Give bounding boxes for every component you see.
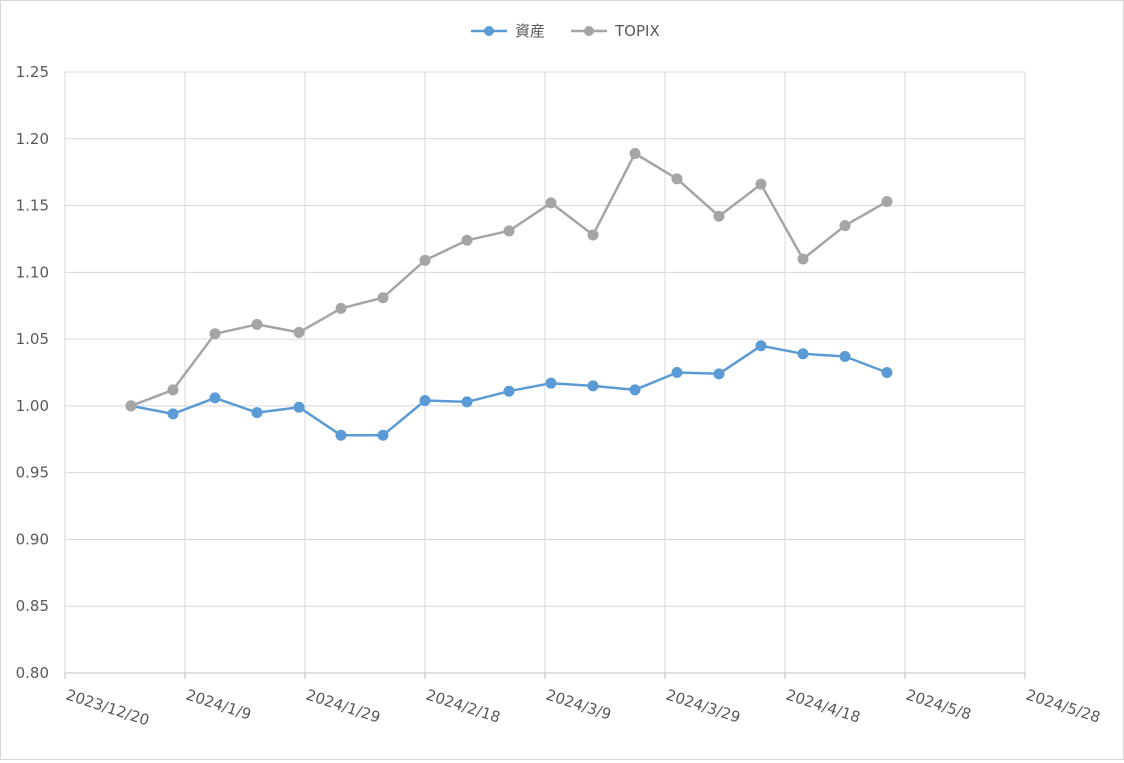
data-point	[587, 229, 599, 241]
x-tick-label: 2024/3/29	[664, 686, 743, 727]
data-point	[881, 196, 893, 208]
data-point	[167, 408, 179, 420]
data-point	[587, 380, 599, 392]
data-point	[419, 395, 431, 407]
legend-item: TOPIX	[571, 22, 660, 40]
data-point	[545, 197, 557, 209]
data-point	[251, 318, 263, 330]
y-tick-label: 0.80	[16, 664, 49, 682]
data-point	[839, 350, 851, 362]
data-point	[209, 328, 221, 340]
data-point	[167, 384, 179, 396]
x-tick-label: 2024/1/29	[304, 686, 383, 727]
series-group	[125, 147, 893, 412]
legend-item: 資産	[471, 22, 545, 40]
data-point	[251, 407, 263, 419]
y-tick-label: 0.90	[16, 530, 49, 548]
data-point	[881, 367, 893, 378]
series-lines	[125, 147, 893, 441]
data-point	[461, 396, 473, 408]
legend-marker	[584, 26, 594, 36]
y-tick-label: 1.05	[16, 330, 49, 348]
x-tick-label: 2024/4/18	[784, 686, 863, 727]
data-point	[209, 392, 221, 404]
data-point	[293, 326, 305, 338]
x-tick-label: 2024/3/9	[544, 686, 614, 724]
y-tick-label: 0.95	[16, 464, 49, 482]
y-tick-label: 0.85	[16, 597, 49, 615]
x-tick-label: 2023/12/20	[64, 686, 152, 730]
y-tick-label: 1.00	[16, 397, 49, 415]
data-point	[839, 220, 851, 232]
x-tick-label: 2024/5/8	[904, 686, 974, 724]
x-tick-label: 2024/5/28	[1024, 686, 1103, 727]
x-tick-label: 2024/1/9	[184, 686, 254, 724]
series-group	[125, 340, 893, 441]
data-point	[671, 367, 683, 378]
data-point	[629, 384, 641, 396]
y-tick-label: 1.20	[16, 130, 49, 148]
y-tick-label: 1.10	[16, 263, 49, 281]
axes: 0.80 0.85 0.90 0.95 1.00 1.05 1.10 1.15 1.20 1.25…	[16, 63, 1103, 730]
data-point	[293, 401, 305, 413]
legend-label: 資産	[515, 22, 545, 40]
data-point	[545, 377, 557, 389]
data-point	[503, 225, 515, 237]
data-point	[335, 302, 347, 314]
gridlines	[64, 71, 1026, 674]
data-point	[797, 253, 809, 265]
series-line	[130, 152, 888, 408]
data-point	[335, 429, 347, 441]
data-point	[755, 340, 767, 352]
data-point	[377, 429, 389, 441]
y-tick-label: 1.15	[16, 197, 49, 215]
data-point	[671, 173, 683, 185]
data-point	[461, 234, 473, 246]
legend-marker	[484, 26, 494, 36]
data-point	[755, 178, 767, 190]
y-tick-label: 1.25	[16, 63, 49, 81]
data-point	[377, 292, 389, 304]
legend-label: TOPIX	[614, 22, 660, 40]
data-point	[713, 368, 725, 380]
data-point	[503, 385, 515, 397]
x-tick-label: 2024/2/18	[424, 686, 503, 727]
data-point	[125, 400, 137, 412]
data-point	[629, 147, 641, 159]
data-point	[713, 210, 725, 222]
data-point	[419, 254, 431, 266]
data-point	[797, 348, 809, 360]
legend: 資産 TOPIX	[471, 22, 660, 40]
